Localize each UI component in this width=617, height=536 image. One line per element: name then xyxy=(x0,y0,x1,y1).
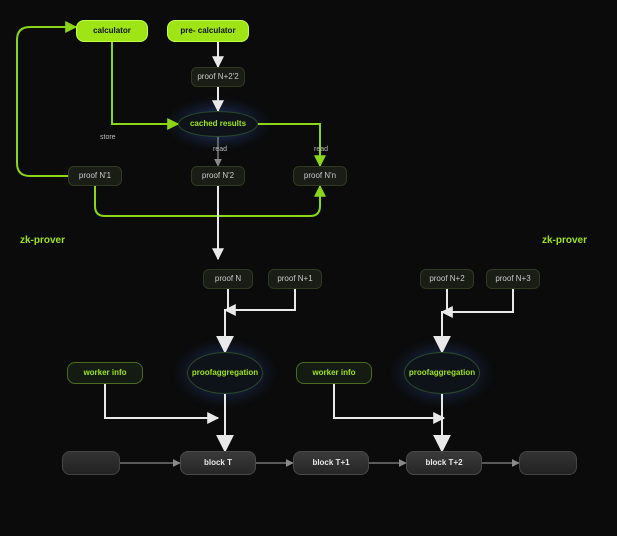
edge-label-read1: read xyxy=(213,146,227,153)
node-proof-n22: proof N+2'2 xyxy=(191,67,245,87)
node-proof-np1: proof N+1 xyxy=(268,269,322,289)
node-worker-info-left: worker info xyxy=(67,362,143,384)
node-proof-np2: proof N+2 xyxy=(420,269,474,289)
node-proof-n1: proof N'1 xyxy=(68,166,122,186)
node-calculator: calculator xyxy=(76,20,148,42)
node-block-blank-left xyxy=(62,451,120,475)
node-precalculator: pre- calculator xyxy=(167,20,249,42)
node-cached-results: cached results xyxy=(178,111,258,137)
side-label-right: zk-prover xyxy=(542,235,587,246)
node-block-t: block T xyxy=(180,451,256,475)
node-block-t1: block T+1 xyxy=(293,451,369,475)
node-proof-aggregation-left: proofaggregation xyxy=(187,352,263,394)
side-label-left: zk-prover xyxy=(20,235,65,246)
node-proof-nn: proof N'n xyxy=(293,166,347,186)
node-proof-n2: proof N'2 xyxy=(191,166,245,186)
node-block-t2: block T+2 xyxy=(406,451,482,475)
node-block-blank-right xyxy=(519,451,577,475)
node-proof-aggregation-right: proofaggregation xyxy=(404,352,480,394)
edge-label-store: store xyxy=(100,134,116,141)
edge-label-read2: read xyxy=(314,146,328,153)
node-proof-np3: proof N+3 xyxy=(486,269,540,289)
node-worker-info-right: worker info xyxy=(296,362,372,384)
node-proof-n: proof N xyxy=(203,269,253,289)
